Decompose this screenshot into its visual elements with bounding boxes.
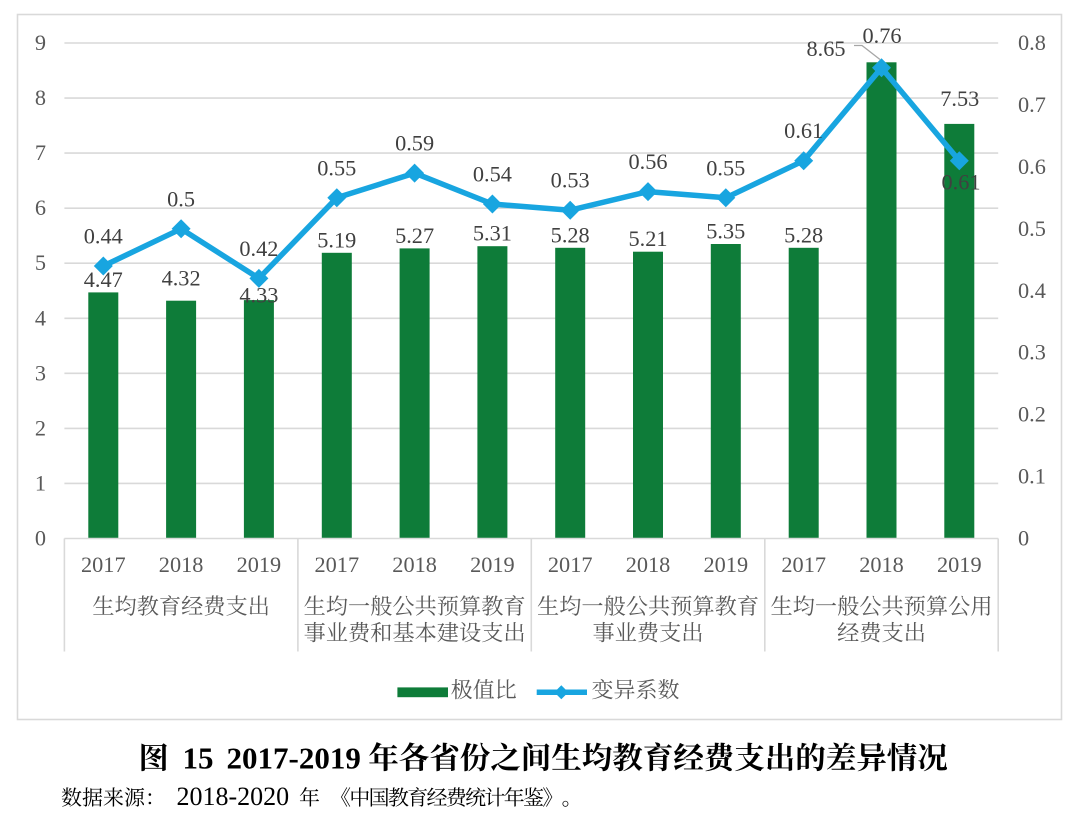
svg-text:15: 15 <box>183 741 214 776</box>
svg-text:0.55: 0.55 <box>317 155 356 180</box>
svg-text:5.27: 5.27 <box>395 223 434 248</box>
svg-text:0.42: 0.42 <box>239 236 278 261</box>
svg-text:4: 4 <box>35 305 46 330</box>
svg-text:2018-2020: 2018-2020 <box>177 782 290 811</box>
svg-text:7: 7 <box>35 140 46 165</box>
svg-text:0.55: 0.55 <box>706 155 745 180</box>
svg-text:0.3: 0.3 <box>1018 340 1046 365</box>
svg-text:2019: 2019 <box>470 552 515 577</box>
svg-text:1: 1 <box>35 470 46 495</box>
svg-text:0.61: 0.61 <box>784 118 823 143</box>
svg-text:0.53: 0.53 <box>551 168 590 193</box>
svg-text:4.33: 4.33 <box>239 283 278 308</box>
svg-text:0: 0 <box>35 526 46 551</box>
svg-text:0.56: 0.56 <box>628 149 667 174</box>
svg-text:2018: 2018 <box>392 552 437 577</box>
svg-text:2018: 2018 <box>159 552 204 577</box>
svg-text:5: 5 <box>35 250 46 275</box>
svg-text:0: 0 <box>1018 526 1029 551</box>
svg-text:2017: 2017 <box>781 552 826 577</box>
svg-text:2: 2 <box>35 415 46 440</box>
svg-text:5.28: 5.28 <box>784 222 823 247</box>
svg-text:0.8: 0.8 <box>1018 30 1046 55</box>
svg-text:0.61: 0.61 <box>941 170 980 195</box>
svg-text:0.2: 0.2 <box>1018 402 1046 427</box>
svg-text:2019: 2019 <box>237 552 282 577</box>
svg-text:2018: 2018 <box>626 552 671 577</box>
svg-text:2017: 2017 <box>315 552 360 577</box>
svg-text:6: 6 <box>35 195 46 220</box>
svg-text:0.6: 0.6 <box>1018 154 1046 179</box>
svg-text:0.54: 0.54 <box>473 162 512 187</box>
svg-text:2018: 2018 <box>859 552 904 577</box>
svg-text:5.21: 5.21 <box>628 226 667 251</box>
svg-text:5.28: 5.28 <box>551 222 590 247</box>
svg-text:5.35: 5.35 <box>706 219 745 244</box>
svg-text:0.5: 0.5 <box>1018 216 1046 241</box>
svg-text:7.53: 7.53 <box>940 86 979 111</box>
svg-text:0.7: 0.7 <box>1018 92 1046 117</box>
svg-text:0.5: 0.5 <box>167 186 195 211</box>
svg-text:8: 8 <box>35 85 46 110</box>
svg-text:3: 3 <box>35 360 46 385</box>
svg-text:5.31: 5.31 <box>473 221 512 246</box>
svg-text:2019: 2019 <box>937 552 982 577</box>
svg-text:4.47: 4.47 <box>84 267 123 292</box>
svg-text:0.59: 0.59 <box>395 131 434 156</box>
svg-text:5.19: 5.19 <box>317 227 356 252</box>
svg-text:0.44: 0.44 <box>84 224 123 249</box>
svg-text:0.1: 0.1 <box>1018 464 1046 489</box>
svg-text:2017: 2017 <box>548 552 593 577</box>
svg-text:9: 9 <box>35 30 46 55</box>
svg-text:0.76: 0.76 <box>862 23 901 48</box>
svg-text:2019: 2019 <box>704 552 749 577</box>
svg-text:2017: 2017 <box>81 552 126 577</box>
svg-text:2017-2019: 2017-2019 <box>227 741 361 776</box>
svg-text:8.65: 8.65 <box>806 36 845 61</box>
svg-text:0.4: 0.4 <box>1018 278 1046 303</box>
svg-text:4.32: 4.32 <box>162 266 201 291</box>
